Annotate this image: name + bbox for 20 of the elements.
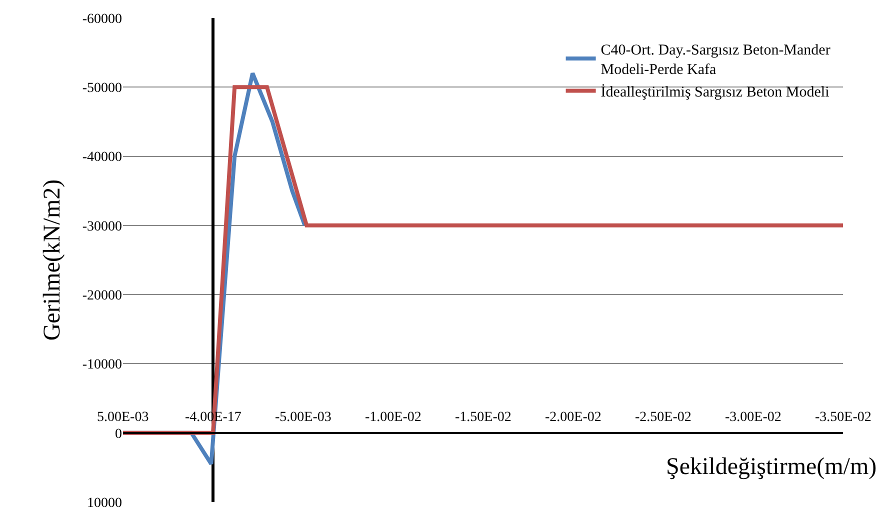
x-tick-label: -3.00E-02 (725, 410, 782, 425)
y-axis-title: Gerilme(kN/m2) (39, 179, 66, 341)
x-tick-label: -1.50E-02 (455, 410, 512, 425)
legend-label: C40-Ort. Day.-Sargısız Beton-Mander Modeli-Perde Kafa (600, 42, 830, 78)
x-tick-label: -2.00E-02 (545, 410, 602, 425)
x-tick-label: -3.50E-02 (815, 410, 872, 425)
y-tick-label: -10000 (82, 358, 122, 373)
y-tick-label: -40000 (82, 150, 122, 166)
y-tick-label: -20000 (82, 288, 122, 304)
y-tick-label: 0 (115, 426, 122, 442)
x-tick-label: -1.00E-02 (365, 410, 422, 425)
x-tick-label: -5.00E-03 (275, 410, 332, 425)
y-tick-label: -50000 (82, 81, 122, 96)
x-tick-label: 5.00E-03 (97, 410, 149, 425)
y-tick-label: -60000 (82, 12, 122, 27)
x-tick-label: -2.50E-02 (635, 410, 692, 425)
legend-label: İdealleştirilmiş Sargısız Beton Modeli (600, 84, 830, 101)
y-tick-label: 10000 (87, 496, 122, 511)
y-tick-label: -30000 (82, 219, 122, 234)
x-axis-title: Şekildeğiştirme(m/m) (666, 454, 877, 480)
